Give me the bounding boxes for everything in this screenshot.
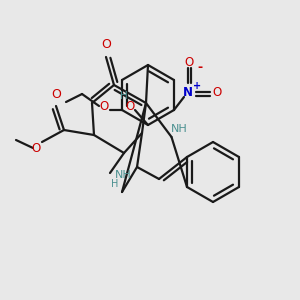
- Text: -: -: [197, 61, 202, 74]
- Text: NH: NH: [171, 124, 188, 134]
- Text: NH: NH: [115, 170, 131, 180]
- Text: O: O: [32, 142, 40, 154]
- Text: H: H: [111, 179, 119, 189]
- Text: O: O: [51, 88, 61, 100]
- Text: O: O: [125, 100, 135, 112]
- Text: +: +: [193, 81, 201, 91]
- Text: O: O: [184, 56, 194, 68]
- Text: N: N: [183, 85, 193, 98]
- Text: O: O: [99, 100, 109, 112]
- Text: O: O: [212, 86, 222, 100]
- Text: O: O: [101, 38, 111, 52]
- Text: H: H: [120, 91, 128, 101]
